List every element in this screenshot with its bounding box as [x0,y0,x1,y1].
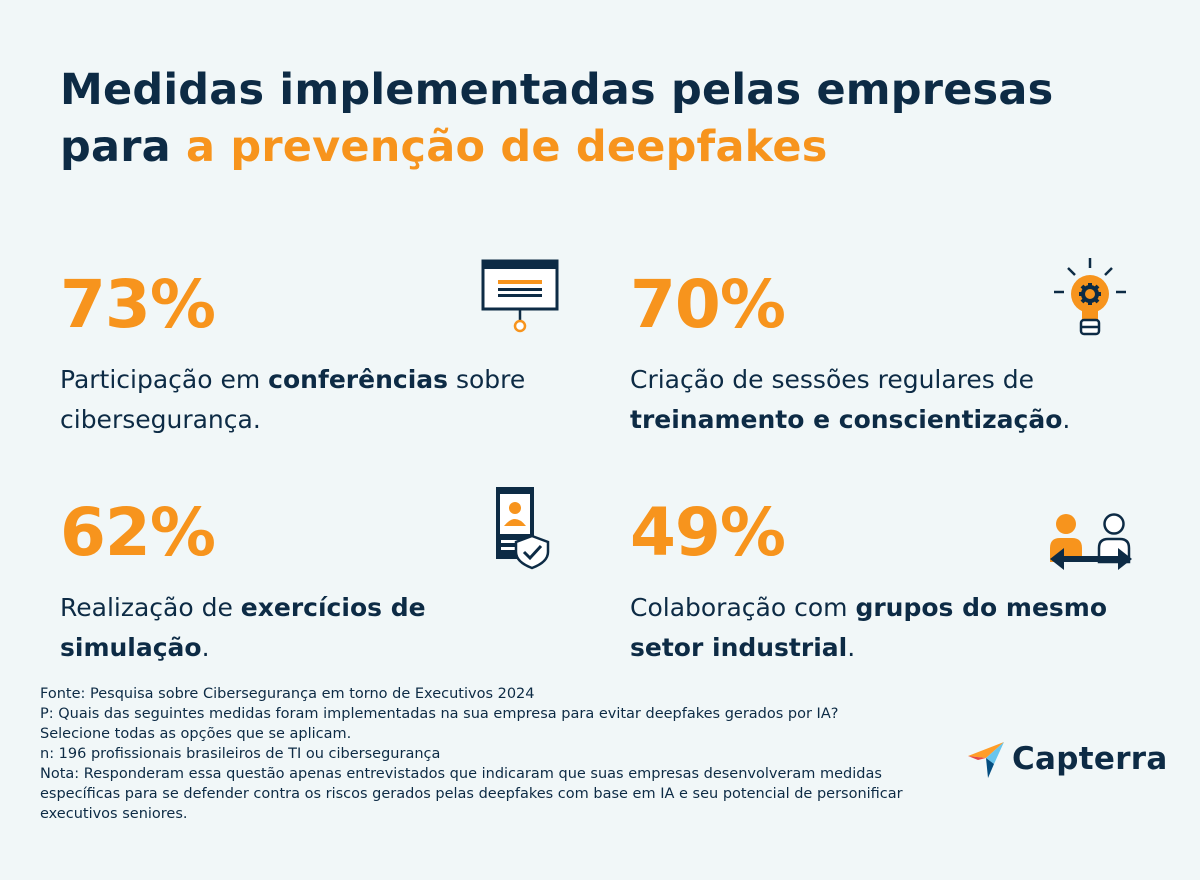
stat-simulation: 62% Realização de exercícios de simulaçã… [60,500,580,668]
title-line-1: Medidas implementadas pelas empresas [60,65,1054,115]
stat-text-bold: exercícios de simulação [60,593,426,662]
stat-text: Participação em [60,365,269,394]
stat-text: . [847,633,856,662]
stat-text: . [201,633,210,662]
stat-text-bold: treinamento e conscientização [630,405,1063,434]
stat-text: Criação de sessões regulares de [630,365,1035,394]
stat-text-bold: grupos do mesmo setor industrial [630,593,1107,662]
stat-description: Criação de sessões regulares de treiname… [630,360,1150,440]
stat-percentage: 70% [630,266,786,343]
stat-text: Colaboração com [630,593,856,622]
people-exchange-icon [1048,512,1134,580]
stat-percentage: 73% [60,266,216,343]
source-note: Fonte: Pesquisa sobre Cibersegurança em … [40,686,535,702]
stat-training: 70% Criação de sessões regulares de trei… [630,272,1150,440]
stat-conferences: 73% Participação em conferências sobre c… [60,272,580,440]
stat-description: Realização de exercícios de simulação. [60,588,580,668]
stat-text-bold: conferências [268,365,449,394]
question-note: P: Quais das seguintes medidas foram imp… [40,706,839,722]
stat-text: . [1062,405,1071,434]
sample-note: n: 196 profissionais brasileiros de TI o… [40,746,441,762]
id-badge-shield-icon [492,484,552,574]
footnotes: Fonte: Pesquisa sobre Cibersegurança em … [40,684,940,824]
stat-percentage: 62% [60,494,216,571]
stat-collaboration: 49% Colaboração com grupos do mesmo seto… [630,500,1150,668]
title-line-2-plain: para [60,122,186,172]
stat-description: Colaboração com grupos do mesmo setor in… [630,588,1150,668]
presentation-board-icon [480,258,560,340]
stat-description: Participação em conferências sobre ciber… [60,360,580,440]
explanatory-note: Nota: Responderam essa questão apenas en… [40,766,903,822]
lightbulb-gear-icon [1052,256,1128,342]
instruction-note: Selecione todas as opções que se aplicam… [40,726,352,742]
title-line-2-accent: a prevenção de deepfakes [186,122,828,172]
capterra-logo: Capterra [966,738,1168,780]
brand-name: Capterra [1012,741,1168,777]
stat-text: Realização de [60,593,241,622]
stat-text: sobre cibersegurança. [60,365,526,434]
page-title: Medidas implementadas pelas empresas par… [60,62,1160,176]
capterra-logo-icon [968,742,1004,778]
stat-percentage: 49% [630,494,786,571]
